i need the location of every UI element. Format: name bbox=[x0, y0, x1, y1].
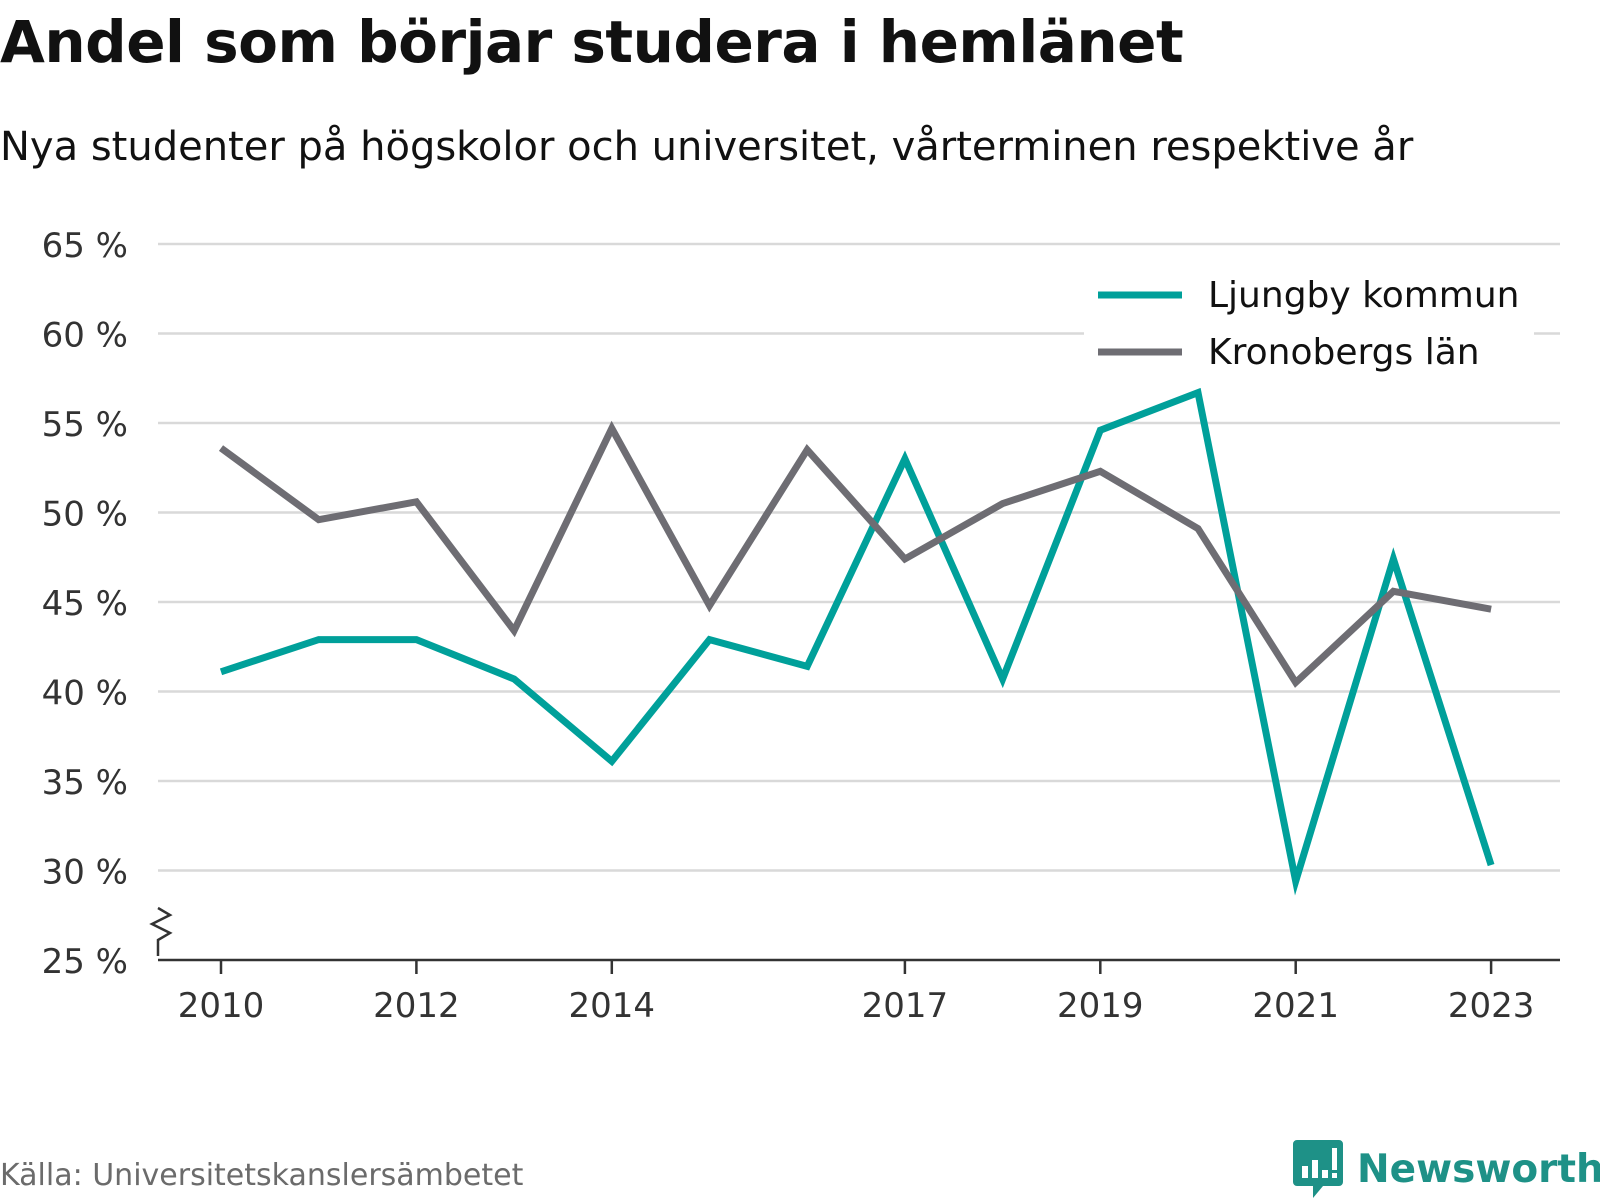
brand-name: Newsworthy bbox=[1357, 1146, 1600, 1192]
y-tick-label: 30 % bbox=[42, 853, 128, 893]
y-tick-label: 50 % bbox=[42, 495, 128, 535]
brand-logo: Newsworthy bbox=[1293, 1140, 1600, 1198]
y-axis-labels: 25 % 30 % 35 % 40 % 45 % 50 % 55 % 60 % 65 % bbox=[42, 226, 128, 982]
y-tick-label: 55 % bbox=[42, 405, 128, 445]
axis-break-icon bbox=[149, 906, 173, 956]
y-tick-label: 45 % bbox=[42, 584, 128, 624]
bar-chart-speech-bubble-icon bbox=[1293, 1140, 1343, 1198]
legend-label: Ljungby kommun bbox=[1208, 275, 1520, 316]
legend-label: Kronobergs län bbox=[1208, 332, 1480, 373]
y-tick-label: 35 % bbox=[42, 763, 128, 803]
legend: Ljungby kommun Kronobergs län bbox=[1084, 274, 1534, 386]
x-axis: 2010 2012 2014 2017 2019 2021 2023 bbox=[149, 906, 1560, 1026]
series-line-ljungby bbox=[219, 387, 1495, 896]
y-tick-label: 65 % bbox=[42, 226, 128, 266]
x-tick-label: 2023 bbox=[1448, 986, 1535, 1026]
x-tick-label: 2010 bbox=[178, 986, 265, 1026]
y-tick-label: 40 % bbox=[42, 674, 128, 714]
y-tick-label: 25 % bbox=[42, 942, 128, 982]
y-tick-label: 60 % bbox=[42, 316, 128, 356]
x-tick-label: 2019 bbox=[1057, 986, 1144, 1026]
x-tick-label: 2017 bbox=[862, 986, 949, 1026]
x-tick-label: 2012 bbox=[373, 986, 460, 1026]
source-note: Källa: Universitetskanslersämbetet bbox=[0, 1158, 524, 1193]
chart-subtitle: Nya studenter på högskolor och universit… bbox=[0, 124, 1414, 170]
series-lines bbox=[218, 387, 1495, 896]
series-line-kronoberg bbox=[218, 420, 1492, 688]
chart-title: Andel som börjar studera i hemlänet bbox=[0, 8, 1184, 76]
x-tick-label: 2014 bbox=[569, 986, 656, 1026]
x-tick-label: 2021 bbox=[1252, 986, 1339, 1026]
